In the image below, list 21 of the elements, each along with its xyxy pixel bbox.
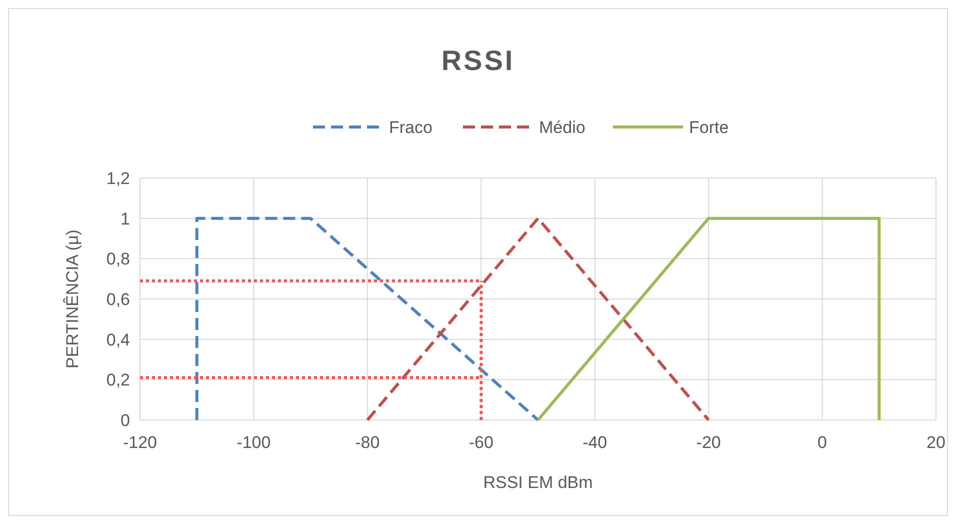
- x-tick-label: 0: [818, 433, 828, 452]
- y-tick-label: 0,6: [106, 290, 130, 309]
- x-tick-label: -20: [696, 433, 721, 452]
- y-tick-label: 0,8: [106, 250, 130, 269]
- y-tick-label: 1: [120, 209, 130, 228]
- x-tick-label: -100: [236, 433, 271, 452]
- y-axis-title: PERTINÊNCIA (μ): [63, 230, 82, 368]
- y-tick-label: 0,4: [106, 330, 130, 350]
- y-tick-label: 1,2: [106, 169, 130, 188]
- legend-label: Forte: [689, 118, 729, 137]
- legend-label: Fraco: [389, 118, 432, 137]
- x-axis-title: RSSI EM dBm: [483, 473, 593, 492]
- y-tick-label: 0,2: [106, 370, 130, 390]
- y-tick-label: 0: [120, 411, 130, 430]
- chart-title: RSSI: [441, 45, 515, 76]
- x-tick-label: 20: [926, 433, 946, 452]
- x-tick-label: -120: [122, 433, 158, 452]
- x-tick-label: -60: [468, 433, 494, 452]
- legend-label: Médio: [539, 118, 586, 137]
- x-tick-label: -80: [355, 433, 380, 452]
- x-tick-label: -40: [582, 433, 608, 452]
